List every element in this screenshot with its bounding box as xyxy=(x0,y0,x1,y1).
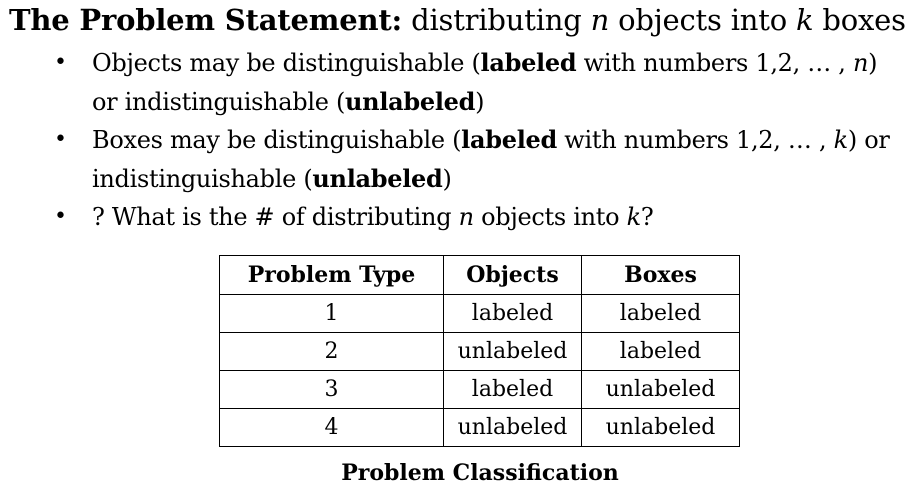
table-header-row: Problem Type Objects Boxes xyxy=(219,255,740,295)
cell-objects: labeled xyxy=(443,294,582,333)
cell-type: 4 xyxy=(219,408,444,447)
bullet-text: ) xyxy=(475,87,485,116)
bullet-var: n xyxy=(458,203,474,231)
title-text-1: distributing xyxy=(402,3,591,37)
cell-type: 3 xyxy=(219,370,444,409)
bullet-emphasis: unlabeled xyxy=(345,86,476,116)
bullet-emphasis: labeled xyxy=(480,48,577,77)
bullet-text: with numbers 1,2, … , xyxy=(556,126,834,154)
cell-boxes: unlabeled xyxy=(581,370,740,409)
bullet-var: n xyxy=(852,49,869,77)
bullet-text: Boxes may be distinguishable ( xyxy=(92,126,462,154)
bullet-text: ? xyxy=(640,203,654,231)
cell-boxes: unlabeled xyxy=(581,408,740,447)
bullet-emphasis: unlabeled xyxy=(312,163,443,193)
bullet-text: Objects may be distinguishable ( xyxy=(92,49,481,77)
bullet-text: ) or indistinguishable ( xyxy=(92,126,890,193)
table-row: 3 labeled unlabeled xyxy=(219,370,740,409)
bullet-var: k xyxy=(626,203,642,231)
cell-boxes: labeled xyxy=(581,294,740,333)
table-caption: Problem Classification xyxy=(341,460,619,486)
bullet-text: objects into xyxy=(473,203,627,231)
table-row: 4 unlabeled unlabeled xyxy=(219,408,740,447)
classification-table-wrapper: Problem Type Objects Boxes 1 labeled lab… xyxy=(219,255,740,447)
title-bold: The Problem Statement: xyxy=(9,3,403,37)
header-boxes: Boxes xyxy=(581,255,740,295)
title-var-k: k xyxy=(796,3,814,37)
bullet-text: with numbers 1,2, … , xyxy=(576,49,853,77)
bullet-list: • Objects may be distinguishable (labeled… xyxy=(54,44,894,237)
cell-objects: unlabeled xyxy=(443,332,582,371)
cell-type: 1 xyxy=(219,294,444,333)
bullet-item-boxes: • Boxes may be distinguishable (labeled w… xyxy=(54,121,894,198)
bullet-var: k xyxy=(833,126,849,154)
bullet-text: ) or indistinguishable ( xyxy=(92,49,878,116)
bullet-dot: • xyxy=(54,204,67,229)
classification-table: Problem Type Objects Boxes 1 labeled lab… xyxy=(219,255,740,447)
bullet-text: ? What is the # of distributing xyxy=(92,203,459,231)
cell-objects: unlabeled xyxy=(443,408,582,447)
bullet-item-question: • ? What is the # of distributing n objec… xyxy=(54,198,894,237)
cell-objects: labeled xyxy=(443,370,582,409)
bullet-item-objects: • Objects may be distinguishable (labeled… xyxy=(54,44,894,121)
header-objects: Objects xyxy=(443,255,582,295)
table-row: 2 unlabeled labeled xyxy=(219,332,740,371)
title-text-3: boxes xyxy=(813,3,906,37)
bullet-text: ) xyxy=(442,164,452,193)
page-title: The Problem Statement: distributing n ob… xyxy=(9,2,906,38)
bullet-dot: • xyxy=(54,50,67,75)
header-problem-type: Problem Type xyxy=(219,255,444,295)
cell-type: 2 xyxy=(219,332,444,371)
bullet-dot: • xyxy=(54,127,67,152)
cell-boxes: labeled xyxy=(581,332,740,371)
bullet-emphasis: labeled xyxy=(461,125,557,154)
table-row: 1 labeled labeled xyxy=(219,294,740,333)
title-var-n: n xyxy=(590,3,610,37)
title-text-2: objects into xyxy=(609,3,796,37)
